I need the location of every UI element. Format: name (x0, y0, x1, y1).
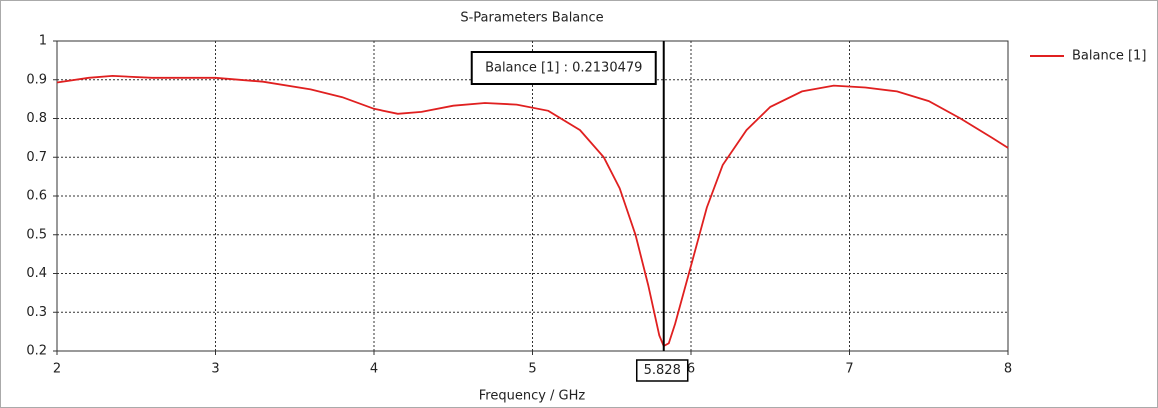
y-tick-label: 0.6 (26, 189, 47, 204)
y-tick-label: 1 (39, 34, 47, 49)
x-tick-label: 5 (528, 362, 536, 377)
y-tick-label: 0.7 (26, 150, 47, 165)
y-tick-label: 0.2 (26, 344, 47, 359)
x-tick-label: 2 (53, 362, 61, 377)
x-tick-label: 7 (845, 362, 853, 377)
y-tick-label: 0.9 (26, 72, 47, 87)
plot-area (56, 40, 1009, 352)
chart-title: S-Parameters Balance (460, 11, 603, 26)
x-axis-label: Frequency / GHz (479, 389, 586, 404)
y-tick-label: 0.5 (26, 227, 47, 242)
x-tick-label: 8 (1004, 362, 1012, 377)
x-tick-label: 6 (687, 362, 695, 377)
marker-box (470, 51, 657, 85)
legend-label: Balance [1] (1072, 49, 1146, 64)
y-tick-label: 0.4 (26, 266, 47, 281)
x-tick-label: 3 (211, 362, 219, 377)
marker-x-label: 5.828 (644, 363, 681, 378)
series-line (56, 74, 1009, 348)
y-tick-label: 0.8 (26, 111, 47, 126)
marker-x-box (635, 359, 689, 382)
x-tick-label: 4 (370, 362, 378, 377)
marker-text: Balance [1] : 0.2130479 (485, 61, 642, 76)
y-tick-label: 0.3 (26, 305, 47, 320)
